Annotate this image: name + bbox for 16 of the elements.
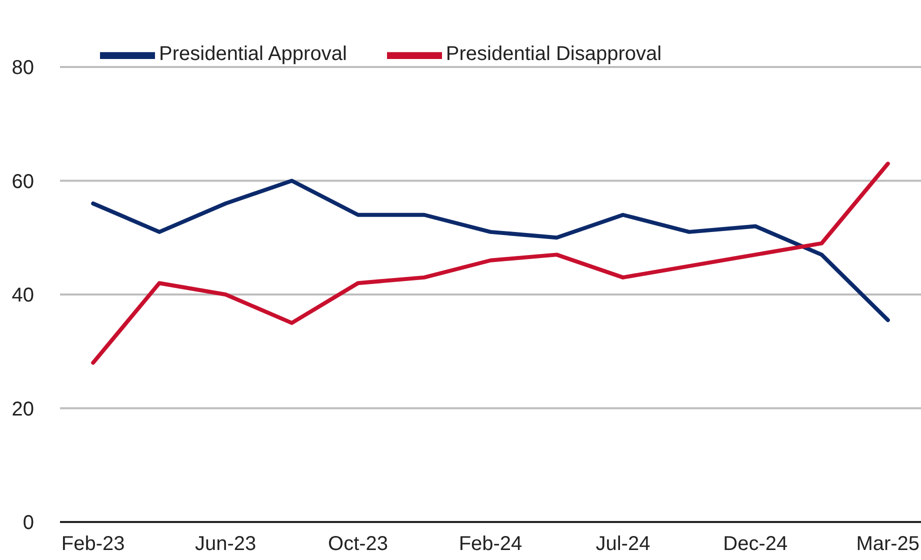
x-tick-label: Dec-24 — [723, 533, 788, 556]
x-tick-label: Oct-23 — [328, 533, 388, 556]
x-tick-label: Feb-24 — [458, 533, 522, 556]
y-tick-label: 20 — [12, 398, 34, 420]
x-tick-label: Mar-25 — [856, 533, 920, 556]
line-series — [91, 162, 890, 365]
y-tick-label: 60 — [12, 170, 34, 193]
y-tick-label: 80 — [12, 57, 34, 80]
legend-label: Presidential Disapproval — [446, 42, 662, 65]
x-tick-label: Feb-23 — [61, 533, 125, 556]
x-tick-label: Jun-23 — [195, 533, 256, 556]
legend-label: Presidential Approval — [159, 42, 347, 65]
y-tick-label: 40 — [12, 284, 34, 307]
line-series — [91, 178, 890, 322]
x-tick-label: Jul-24 — [596, 533, 650, 556]
y-tick-label: 0 — [22, 512, 34, 534]
